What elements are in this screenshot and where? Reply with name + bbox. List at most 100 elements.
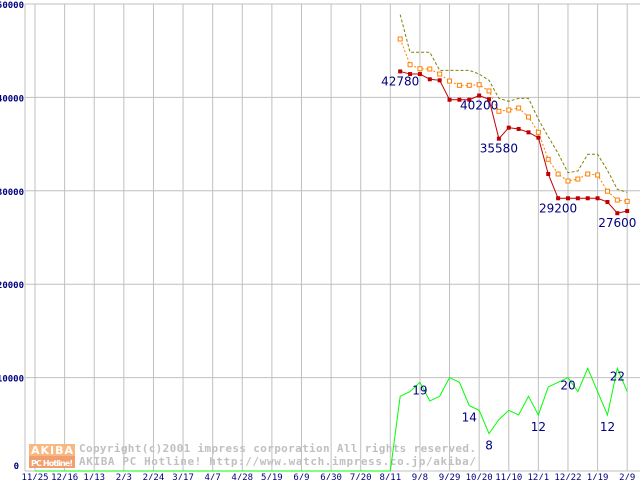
x-tick-label: 2/24 — [143, 473, 165, 480]
data-point-min — [575, 196, 580, 201]
x-tick-label: 8/11 — [379, 473, 401, 480]
data-point-average — [545, 156, 551, 162]
data-point-average — [407, 62, 413, 68]
data-point-min — [605, 200, 610, 205]
x-tick-label: 4/28 — [231, 473, 253, 480]
y-tick-label: 10000 — [0, 375, 24, 385]
x-tick-label: 12/22 — [554, 473, 581, 480]
data-point-average — [604, 188, 610, 194]
data-point-min — [467, 97, 472, 102]
data-label: 42780 — [381, 74, 419, 88]
data-point-min — [417, 72, 422, 77]
data-point-average — [624, 198, 630, 204]
data-point-min — [427, 77, 432, 82]
series-layer — [35, 14, 630, 472]
logo-top-bg — [29, 444, 75, 456]
data-point-min — [457, 97, 462, 102]
data-point-min — [506, 125, 511, 130]
data-label: 12 — [531, 420, 546, 434]
x-tick-label: 7/20 — [350, 473, 372, 480]
x-tick-label: 4/7 — [205, 473, 221, 480]
data-point-min — [408, 72, 413, 77]
x-tick-label: 11/10 — [495, 473, 522, 480]
data-label: 14 — [462, 411, 477, 425]
x-tick-label: 12/1 — [528, 473, 550, 480]
data-point-average — [595, 172, 601, 178]
data-point-average — [565, 178, 571, 184]
data-label: 19 — [412, 383, 427, 397]
data-point-min — [625, 208, 630, 213]
x-tick-label: 11/25 — [21, 473, 48, 480]
data-label: 40200 — [460, 99, 498, 113]
x-tick-label: 1/19 — [587, 473, 609, 480]
data-point-average — [585, 171, 591, 177]
data-label: 12 — [600, 420, 615, 434]
data-point-min — [437, 78, 442, 83]
data-point-min — [496, 136, 501, 141]
data-point-min — [398, 69, 403, 74]
x-tick-label: 9/8 — [412, 473, 428, 480]
data-label: 20 — [560, 379, 575, 393]
x-tick-label: 6/9 — [293, 473, 309, 480]
logo-bottom-text: PC Hotline! — [31, 459, 73, 468]
data-point-average — [397, 36, 403, 42]
logo-top-text: AKIBA — [31, 444, 73, 457]
data-point-average — [496, 108, 502, 114]
data-point-min — [615, 211, 620, 216]
y-tick-label: 30000 — [0, 188, 24, 198]
y-tick-label: 40000 — [0, 94, 24, 104]
data-point-average — [506, 107, 512, 113]
x-tick-label: 2/9 — [619, 473, 635, 480]
data-point-min — [536, 135, 541, 140]
data-point-average — [535, 129, 541, 135]
data-point-average — [614, 197, 620, 203]
data-point-average — [447, 78, 453, 84]
series-line-average — [399, 38, 628, 202]
data-point-min — [585, 196, 590, 201]
data-point-average — [456, 82, 462, 88]
data-point-average — [486, 88, 492, 94]
data-point-average — [516, 105, 522, 111]
copyright-text: Copyright(c)2001 impress corporation All… — [79, 442, 477, 455]
data-label: 29200 — [539, 201, 577, 215]
series-line-max — [399, 14, 628, 193]
data-label: 27600 — [598, 216, 636, 230]
data-point-min — [556, 196, 561, 201]
data-point-average — [427, 66, 433, 72]
data-point-min — [516, 126, 521, 131]
y-tick-label: 0 — [14, 462, 19, 472]
data-point-min — [595, 196, 600, 201]
data-point-min — [477, 93, 482, 98]
data-point-min — [487, 97, 492, 102]
x-tick-label: 6/30 — [320, 473, 342, 480]
grid — [24, 3, 640, 472]
series-line-count — [35, 366, 628, 472]
data-label: 8 — [485, 439, 493, 453]
data-point-min — [526, 130, 531, 135]
logo-bottom-bg — [29, 456, 75, 468]
x-tick-label: 1/13 — [83, 473, 105, 480]
x-tick-label: 3/17 — [172, 473, 194, 480]
x-tick-label: 12/16 — [51, 473, 78, 480]
x-tick-label: 10/20 — [466, 473, 493, 480]
watermark: AKIBA PC Hotline! Copyright(c)2001 impre… — [29, 442, 477, 468]
data-label: 35580 — [480, 142, 518, 156]
data-label: 22 — [610, 369, 625, 383]
data-point-min — [565, 196, 570, 201]
data-point-min — [447, 97, 452, 102]
data-point-min — [546, 171, 551, 176]
x-tick-label: 5/19 — [261, 473, 283, 480]
y-tick-label: 20000 — [0, 281, 24, 291]
data-point-average — [466, 82, 472, 88]
data-point-average — [575, 176, 581, 182]
data-point-average — [526, 114, 531, 120]
x-tick-label: 2/3 — [116, 473, 132, 480]
data-point-average — [555, 171, 561, 177]
site-url-text: AKIBA PC Hotline! http://www.watch.impre… — [79, 455, 477, 468]
data-point-average — [476, 82, 482, 88]
x-tick-label: 9/29 — [439, 473, 461, 480]
data-point-average — [437, 71, 443, 77]
y-tick-label: 50000 — [0, 1, 24, 11]
